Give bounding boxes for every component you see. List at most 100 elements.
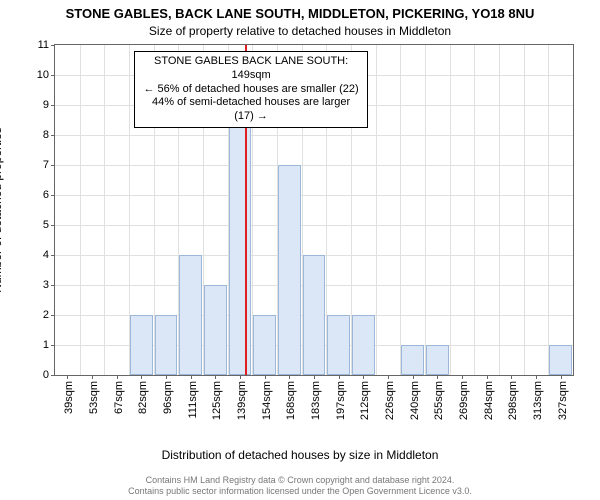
x-tick-label: 313sqm bbox=[532, 381, 544, 420]
y-tick-label: 10 bbox=[37, 69, 49, 81]
y-axis-label-text: Number of detached properties bbox=[0, 127, 4, 292]
v-gridline bbox=[104, 45, 105, 375]
y-tick-label: 11 bbox=[38, 39, 49, 51]
y-tick-label: 5 bbox=[43, 219, 49, 231]
x-tick-label: 212sqm bbox=[359, 381, 371, 420]
x-tick-mark bbox=[363, 375, 364, 379]
histogram-bar bbox=[229, 105, 252, 375]
v-gridline bbox=[425, 45, 426, 375]
y-tick-label: 1 bbox=[43, 339, 49, 351]
x-tick-mark bbox=[117, 375, 118, 379]
v-gridline bbox=[499, 45, 500, 375]
chart-title-main: STONE GABLES, BACK LANE SOUTH, MIDDLETON… bbox=[0, 6, 600, 21]
y-tick-label: 2 bbox=[43, 309, 49, 321]
histogram-bar bbox=[426, 345, 449, 375]
x-tick-mark bbox=[437, 375, 438, 379]
y-tick-label: 7 bbox=[43, 159, 49, 171]
x-tick-mark bbox=[561, 375, 562, 379]
x-tick-mark bbox=[166, 375, 167, 379]
x-tick-mark bbox=[191, 375, 192, 379]
v-gridline bbox=[474, 45, 475, 375]
y-tick-label: 9 bbox=[43, 99, 49, 111]
x-tick-label: 226sqm bbox=[384, 381, 396, 420]
x-tick-mark bbox=[141, 375, 142, 379]
histogram-bar bbox=[204, 285, 227, 375]
y-tick-mark bbox=[51, 45, 55, 46]
histogram-bar bbox=[327, 315, 350, 375]
x-tick-mark bbox=[92, 375, 93, 379]
x-tick-mark bbox=[215, 375, 216, 379]
x-tick-mark bbox=[339, 375, 340, 379]
h-gridline bbox=[55, 225, 573, 226]
histogram-bar bbox=[179, 255, 202, 375]
y-tick-mark bbox=[51, 345, 55, 346]
x-tick-mark bbox=[413, 375, 414, 379]
y-tick-mark bbox=[51, 315, 55, 316]
chart-container: STONE GABLES, BACK LANE SOUTH, MIDDLETON… bbox=[0, 0, 600, 500]
x-tick-label: 111sqm bbox=[187, 381, 199, 419]
license-line2: Contains public sector information licen… bbox=[0, 486, 600, 497]
y-tick-mark bbox=[51, 195, 55, 196]
x-tick-mark bbox=[462, 375, 463, 379]
histogram-bar bbox=[155, 315, 178, 375]
histogram-bar bbox=[401, 345, 424, 375]
x-tick-label: 168sqm bbox=[285, 381, 297, 420]
x-tick-label: 284sqm bbox=[483, 381, 495, 420]
v-gridline bbox=[376, 45, 377, 375]
x-tick-label: 154sqm bbox=[261, 381, 273, 420]
y-tick-label: 0 bbox=[43, 369, 49, 381]
y-tick-mark bbox=[51, 375, 55, 376]
x-tick-mark bbox=[265, 375, 266, 379]
histogram-bar bbox=[130, 315, 153, 375]
y-tick-mark bbox=[51, 105, 55, 106]
y-tick-label: 8 bbox=[43, 129, 49, 141]
x-tick-label: 82sqm bbox=[137, 381, 149, 414]
x-tick-mark bbox=[240, 375, 241, 379]
histogram-bar bbox=[352, 315, 375, 375]
x-axis-label: Distribution of detached houses by size … bbox=[0, 448, 600, 462]
y-tick-label: 4 bbox=[43, 249, 49, 261]
y-tick-label: 6 bbox=[43, 189, 49, 201]
license-line1: Contains HM Land Registry data © Crown c… bbox=[0, 475, 600, 486]
y-tick-mark bbox=[51, 255, 55, 256]
histogram-bar bbox=[303, 255, 326, 375]
x-tick-mark bbox=[289, 375, 290, 379]
v-gridline bbox=[450, 45, 451, 375]
annotation-line1: STONE GABLES BACK LANE SOUTH: 149sqm bbox=[141, 55, 361, 83]
annotation-box: STONE GABLES BACK LANE SOUTH: 149sqm ← 5… bbox=[134, 51, 368, 128]
license-text: Contains HM Land Registry data © Crown c… bbox=[0, 475, 600, 497]
x-tick-mark bbox=[67, 375, 68, 379]
x-tick-label: 183sqm bbox=[310, 381, 322, 420]
v-gridline bbox=[400, 45, 401, 375]
h-gridline bbox=[55, 135, 573, 136]
x-tick-mark bbox=[388, 375, 389, 379]
annotation-line3: 44% of semi-detached houses are larger (… bbox=[141, 96, 361, 124]
y-tick-mark bbox=[51, 285, 55, 286]
x-tick-label: 269sqm bbox=[458, 381, 470, 420]
y-tick-label: 3 bbox=[43, 279, 49, 291]
x-tick-label: 327sqm bbox=[557, 381, 569, 420]
x-tick-mark bbox=[511, 375, 512, 379]
histogram-bar bbox=[549, 345, 572, 375]
x-tick-label: 139sqm bbox=[236, 381, 248, 420]
x-tick-label: 240sqm bbox=[409, 381, 421, 420]
x-tick-label: 125sqm bbox=[211, 381, 223, 420]
chart-title-sub: Size of property relative to detached ho… bbox=[0, 24, 600, 38]
y-tick-mark bbox=[51, 165, 55, 166]
y-tick-mark bbox=[51, 135, 55, 136]
x-tick-mark bbox=[314, 375, 315, 379]
y-tick-mark bbox=[51, 225, 55, 226]
x-tick-label: 255sqm bbox=[433, 381, 445, 420]
x-tick-label: 67sqm bbox=[113, 381, 125, 414]
x-tick-label: 197sqm bbox=[335, 381, 347, 420]
v-gridline bbox=[524, 45, 525, 375]
y-axis-label: Number of detached properties bbox=[0, 45, 14, 210]
histogram-bar bbox=[278, 165, 301, 375]
x-tick-label: 96sqm bbox=[162, 381, 174, 414]
v-gridline bbox=[548, 45, 549, 375]
x-tick-label: 53sqm bbox=[88, 381, 100, 414]
x-tick-mark bbox=[536, 375, 537, 379]
annotation-line2: ← 56% of detached houses are smaller (22… bbox=[141, 83, 361, 97]
h-gridline bbox=[55, 195, 573, 196]
x-tick-label: 298sqm bbox=[507, 381, 519, 420]
